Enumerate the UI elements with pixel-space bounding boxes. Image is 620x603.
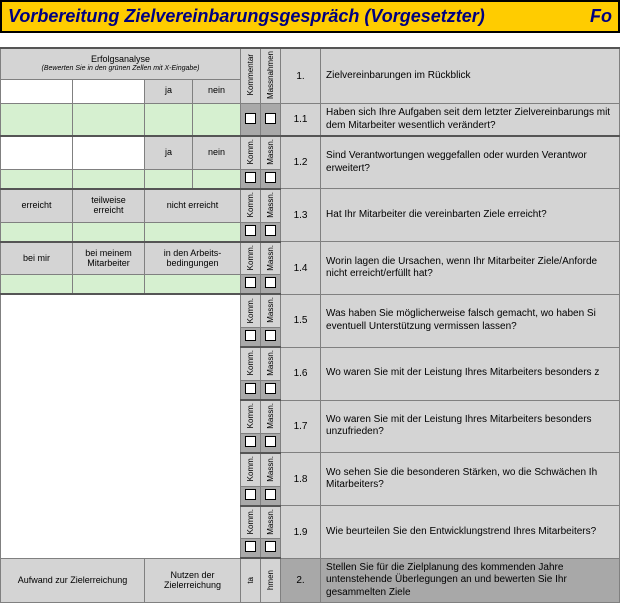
check-1-8-komm[interactable] bbox=[241, 486, 261, 506]
q-1-6: Wo waren Sie mit der Leistung Ihres Mita… bbox=[321, 347, 620, 400]
col-komm-1-2: Komm. bbox=[241, 136, 261, 169]
main-table: Erfolgsanalyse (Bewerten Sie in den grün… bbox=[0, 47, 620, 603]
check-1-9-massn[interactable] bbox=[261, 539, 281, 559]
opt-1-2-ja: ja bbox=[145, 136, 193, 169]
check-1-2-massn[interactable] bbox=[261, 169, 281, 189]
col-komm-1-9: Komm. bbox=[241, 506, 261, 539]
input-1-3-a[interactable] bbox=[1, 222, 73, 242]
num-1-4: 1.4 bbox=[281, 242, 321, 295]
opt-1-4-a: bei mir bbox=[1, 242, 73, 275]
opt-1-4-c: in den Arbeits-bedingungen bbox=[145, 242, 241, 275]
analysis-header: Erfolgsanalyse (Bewerten Sie in den grün… bbox=[1, 48, 241, 79]
input-1-1-d[interactable] bbox=[193, 104, 241, 137]
col-komm-1-6: Komm. bbox=[241, 347, 261, 380]
input-1-2-c[interactable] bbox=[145, 169, 193, 189]
col-massn-1-3: Massn. bbox=[261, 189, 281, 222]
analysis-title: Erfolgsanalyse bbox=[1, 55, 240, 65]
q-1-5: Was haben Sie möglicherweise falsch gema… bbox=[321, 294, 620, 347]
sec2-v1: ta bbox=[241, 558, 261, 603]
check-1-3-komm[interactable] bbox=[241, 222, 261, 242]
opt-1-4-b: bei meinem Mitarbeiter bbox=[73, 242, 145, 275]
check-1-1-massn[interactable] bbox=[261, 104, 281, 137]
col-kommentar: Kommentar bbox=[241, 48, 261, 104]
opt-1-3-c: nicht erreicht bbox=[145, 189, 241, 222]
col-massn-1-9: Massn. bbox=[261, 506, 281, 539]
col-massn-1-2: Massn. bbox=[261, 136, 281, 169]
col-massn-1-5: Massn. bbox=[261, 294, 281, 327]
section1-num: 1. bbox=[281, 48, 321, 104]
check-1-5-komm[interactable] bbox=[241, 328, 261, 348]
q-1-8: Wo sehen Sie die besonderen Stärken, wo … bbox=[321, 453, 620, 506]
check-1-1-komm[interactable] bbox=[241, 104, 261, 137]
opt-1-3-a: erreicht bbox=[1, 189, 73, 222]
input-1-1-b[interactable] bbox=[73, 104, 145, 137]
col-komm-1-8: Komm. bbox=[241, 453, 261, 486]
input-1-4-c[interactable] bbox=[145, 275, 241, 295]
q-1-7: Wo waren Sie mit der Leistung Ihres Mita… bbox=[321, 400, 620, 453]
q-1-4: Worin lagen die Ursachen, wenn Ihr Mitar… bbox=[321, 242, 620, 295]
page-title: Vorbereitung Zielvereinbarungsgespräch (… bbox=[0, 0, 620, 33]
q-1-2: Sind Verantwortungen weggefallen oder wu… bbox=[321, 136, 620, 189]
col-massn-1-7: Massn. bbox=[261, 400, 281, 433]
check-1-7-massn[interactable] bbox=[261, 433, 281, 453]
num-1-9: 1.9 bbox=[281, 506, 321, 559]
col-massn-1-4: Massn. bbox=[261, 242, 281, 275]
input-1-2-b[interactable] bbox=[73, 169, 145, 189]
opt-1-1-blank1 bbox=[1, 79, 73, 103]
check-1-4-komm[interactable] bbox=[241, 275, 261, 295]
opt-1-3-b: teilweise erreicht bbox=[73, 189, 145, 222]
sec2-v2: hmen bbox=[261, 558, 281, 603]
num-1-5: 1.5 bbox=[281, 294, 321, 347]
check-1-4-massn[interactable] bbox=[261, 275, 281, 295]
q-1-1: Haben sich Ihre Aufgaben seit dem letzte… bbox=[321, 104, 620, 137]
opt-1-1-nein: nein bbox=[193, 79, 241, 103]
input-1-2-d[interactable] bbox=[193, 169, 241, 189]
q-1-3: Hat Ihr Mitarbeiter die vereinbarten Zie… bbox=[321, 189, 620, 242]
sec2-left2: Nutzen der Zielerreichung bbox=[145, 558, 241, 603]
section1-title: Zielvereinbarungen im Rückblick bbox=[321, 48, 620, 104]
check-1-2-komm[interactable] bbox=[241, 169, 261, 189]
col-massn-1-6: Massn. bbox=[261, 347, 281, 380]
opt-1-2-blank2 bbox=[73, 136, 145, 169]
check-1-9-komm[interactable] bbox=[241, 539, 261, 559]
sec2-left1: Aufwand zur Zielerreichung bbox=[1, 558, 145, 603]
white-block bbox=[1, 294, 241, 558]
col-komm-1-5: Komm. bbox=[241, 294, 261, 327]
analysis-subtitle: (Bewerten Sie in den grünen Zellen mit X… bbox=[1, 65, 240, 73]
col-massn-1-8: Massn. bbox=[261, 453, 281, 486]
num-1-3: 1.3 bbox=[281, 189, 321, 242]
q-1-9: Wie beurteilen Sie den Entwicklungstrend… bbox=[321, 506, 620, 559]
check-1-6-komm[interactable] bbox=[241, 381, 261, 401]
opt-1-2-blank1 bbox=[1, 136, 73, 169]
col-komm-1-4: Komm. bbox=[241, 242, 261, 275]
input-1-3-c[interactable] bbox=[145, 222, 241, 242]
num-1-6: 1.6 bbox=[281, 347, 321, 400]
input-1-2-a[interactable] bbox=[1, 169, 73, 189]
check-1-5-massn[interactable] bbox=[261, 328, 281, 348]
col-komm-1-7: Komm. bbox=[241, 400, 261, 433]
check-1-6-massn[interactable] bbox=[261, 381, 281, 401]
opt-1-1-ja: ja bbox=[145, 79, 193, 103]
input-1-4-b[interactable] bbox=[73, 275, 145, 295]
sec2-num: 2. bbox=[281, 558, 321, 603]
col-komm-1-3: Komm. bbox=[241, 189, 261, 222]
input-1-4-a[interactable] bbox=[1, 275, 73, 295]
check-1-3-massn[interactable] bbox=[261, 222, 281, 242]
input-1-3-b[interactable] bbox=[73, 222, 145, 242]
num-1-2: 1.2 bbox=[281, 136, 321, 189]
num-1-8: 1.8 bbox=[281, 453, 321, 506]
num-1-7: 1.7 bbox=[281, 400, 321, 453]
opt-1-1-blank2 bbox=[73, 79, 145, 103]
check-1-8-massn[interactable] bbox=[261, 486, 281, 506]
opt-1-2-nein: nein bbox=[193, 136, 241, 169]
sec2-text: Stellen Sie für die Zielplanung des komm… bbox=[321, 558, 620, 603]
title-text: Vorbereitung Zielvereinbarungsgespräch (… bbox=[8, 6, 485, 26]
input-1-1-c[interactable] bbox=[145, 104, 193, 137]
check-1-7-komm[interactable] bbox=[241, 433, 261, 453]
title-right: Fo bbox=[590, 6, 612, 27]
col-massnahmen: Massnahmen bbox=[261, 48, 281, 104]
num-1-1: 1.1 bbox=[281, 104, 321, 137]
input-1-1-a[interactable] bbox=[1, 104, 73, 137]
